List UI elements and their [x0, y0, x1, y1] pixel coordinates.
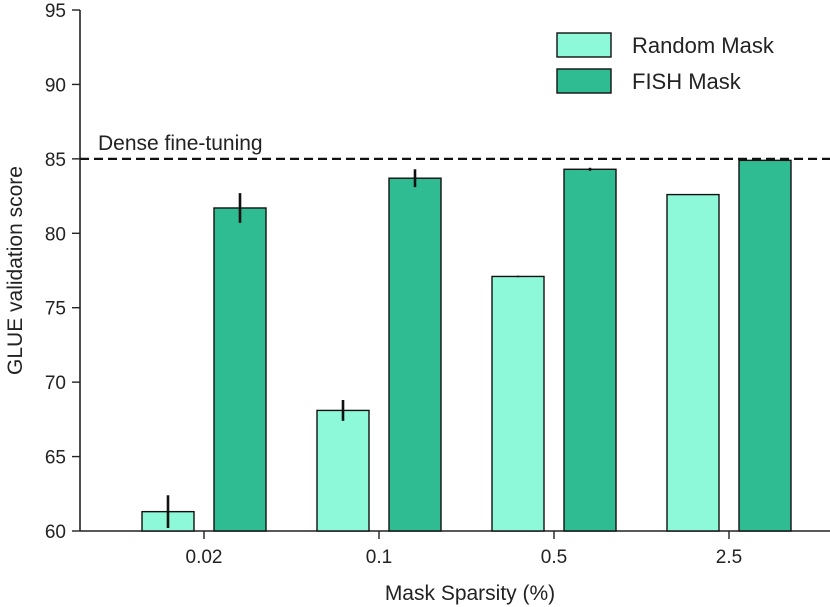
- x-tick-label-0.02: 0.02: [186, 547, 223, 568]
- bar-random-mask-2.5: [666, 193, 720, 532]
- bar-fish-mask-0.02: [213, 207, 267, 532]
- x-tick-label-0.5: 0.5: [541, 547, 567, 568]
- y-tick-label-90: 90: [45, 75, 66, 96]
- y-axis: 60 65 70 75 80 85 90 95: [45, 1, 81, 543]
- bar-fish-mask-0.1: [388, 177, 442, 532]
- y-tick-label-75: 75: [45, 299, 66, 320]
- legend-label-random-mask: Random Mask: [632, 33, 775, 58]
- x-axis-label: Mask Sparsity (%): [385, 582, 555, 605]
- y-axis-label: GLUE validation score: [4, 166, 27, 375]
- y-tick-label-70: 70: [45, 373, 66, 394]
- y-tick-label-80: 80: [45, 224, 66, 245]
- y-tick-label-85: 85: [45, 150, 66, 171]
- bar-random-mask-0.5: [491, 275, 545, 532]
- y-tick-label-95: 95: [45, 1, 66, 22]
- legend: Random Mask FISH Mask: [556, 32, 775, 94]
- x-tick-label-2.5: 2.5: [716, 547, 742, 568]
- x-axis: 0.02 0.1 0.5 2.5: [80, 530, 830, 568]
- bars: [141, 159, 792, 532]
- bar-fish-mask-2.5: [738, 159, 792, 532]
- reference-line-group: Dense fine-tuning: [80, 132, 830, 160]
- legend-swatch-random-mask: [556, 32, 612, 58]
- legend-swatch-fish-mask: [556, 68, 612, 94]
- x-tick-label-0.1: 0.1: [366, 547, 392, 568]
- dense-fine-tuning-label: Dense fine-tuning: [98, 132, 263, 155]
- legend-label-fish-mask: FISH Mask: [632, 69, 742, 94]
- bar-fish-mask-0.5: [563, 168, 617, 532]
- y-tick-label-60: 60: [45, 522, 66, 543]
- y-tick-label-65: 65: [45, 448, 66, 469]
- bar-random-mask-0.1: [316, 409, 370, 532]
